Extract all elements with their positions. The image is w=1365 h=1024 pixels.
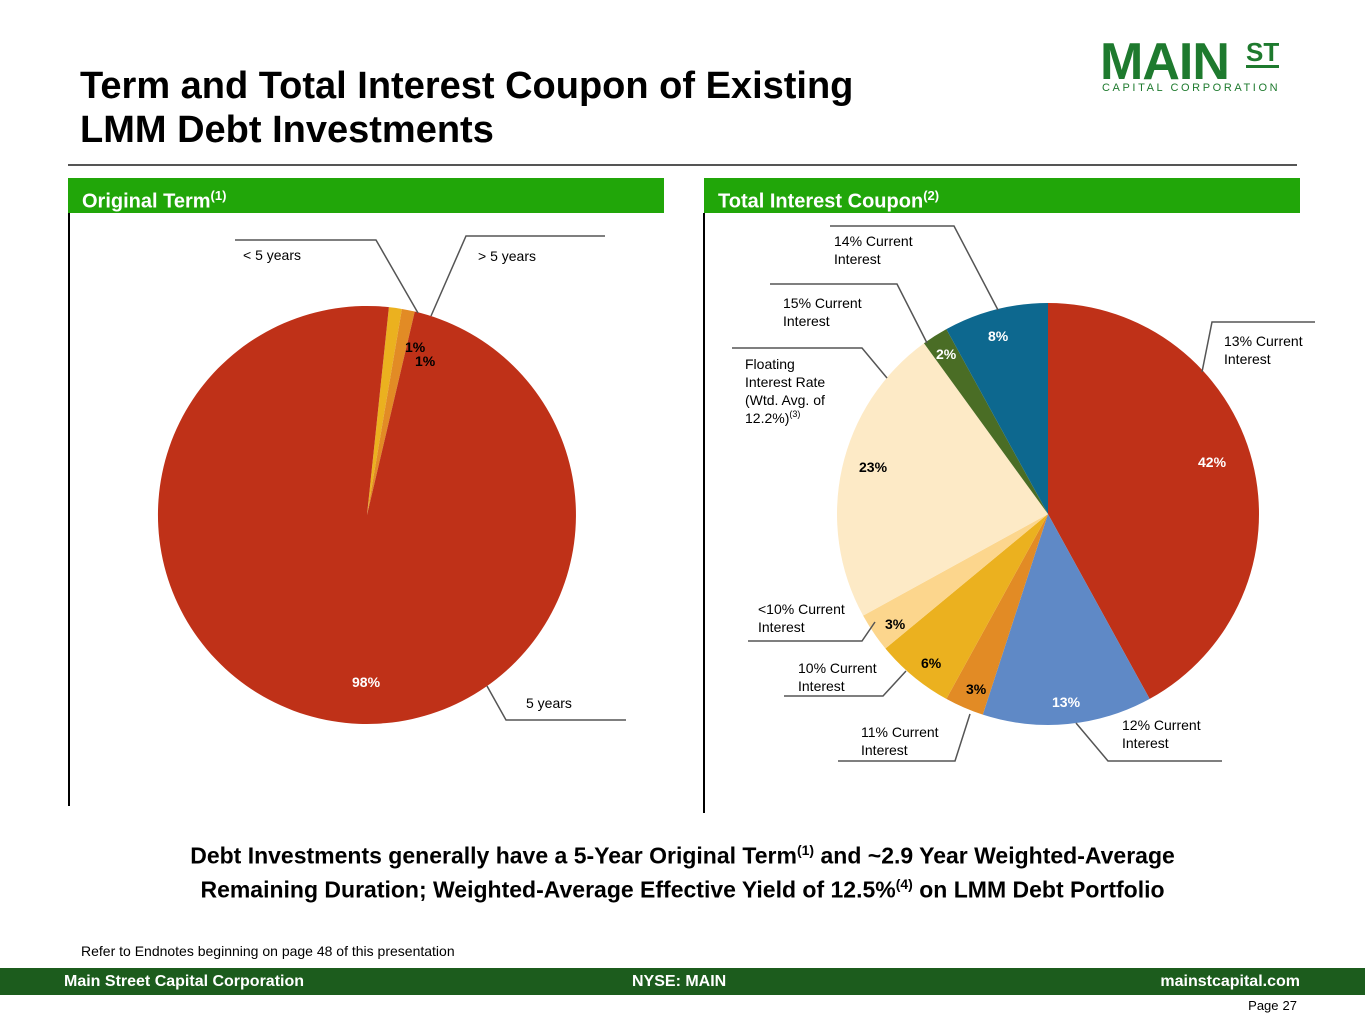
label-lt5: < 5 years <box>243 247 301 263</box>
leader-eq5 <box>486 685 626 721</box>
page-label: Page <box>1248 998 1279 1013</box>
interest-coupon-slice-2 <box>946 514 1048 715</box>
footer-ticker: NYSE: MAIN <box>632 973 727 990</box>
data-label-c12: 13% <box>1052 694 1081 710</box>
label-floating: Floating Interest Rate (Wtd. Avg. of 12.… <box>745 356 829 426</box>
label-clt10: <10% Current Interest <box>758 601 849 635</box>
original-term-slice-1 <box>367 308 415 515</box>
label-c12: 12% Current Interest <box>1122 717 1204 751</box>
label-eq5: 5 years <box>526 695 572 711</box>
interest-coupon-slice-1 <box>982 514 1150 725</box>
data-label-floating: 23% <box>859 459 888 475</box>
leader-c13 <box>1201 321 1315 373</box>
interest-coupon-slice-5 <box>837 343 1048 616</box>
leader-c14 <box>830 225 999 311</box>
leader-c15 <box>770 283 928 344</box>
label-c11: 11% Current Interest <box>861 724 942 758</box>
label-c14: 14% Current Interest <box>834 233 916 267</box>
interest-coupon-slice-0 <box>1048 303 1259 699</box>
interest-coupon-footnote: (2) <box>923 188 940 203</box>
label-gt5: > 5 years <box>478 248 536 264</box>
data-label-c14: 8% <box>988 328 1009 344</box>
page-number: Page 27 <box>1244 998 1297 1013</box>
interest-coupon-title: Total Interest Coupon <box>718 190 924 213</box>
original-term-category-labels: < 5 years > 5 years 5 years <box>243 247 572 711</box>
data-label-eq5: 98% <box>352 674 381 690</box>
original-term-pie <box>157 305 576 724</box>
footer-bar: Main Street Capital Corporation NYSE: MA… <box>0 968 1365 995</box>
company-logo: MAIN ST CAPITAL CORPORATION <box>1100 36 1280 96</box>
label-c13: 13% Current Interest <box>1224 333 1306 367</box>
interest-coupon-category-labels: 13% Current Interest 12% Current Interes… <box>745 233 1306 758</box>
data-label-c11: 3% <box>966 681 987 697</box>
leader-lt5 <box>235 239 419 314</box>
label-c15: 15% Current Interest <box>783 295 865 329</box>
page-title: Term and Total Interest Coupon of Existi… <box>80 64 980 152</box>
leader-gt5 <box>430 235 605 317</box>
page-title-line2: LMM Debt Investments <box>80 109 494 151</box>
title-divider <box>68 164 1297 166</box>
page-number-value: 27 <box>1282 998 1297 1013</box>
data-label-c13: 42% <box>1198 454 1227 470</box>
label-c10: 10% Current Interest <box>798 660 880 694</box>
right-panel-border <box>703 213 705 813</box>
page-title-line1: Term and Total Interest Coupon of Existi… <box>80 65 854 107</box>
data-label-lt5: 1% <box>405 339 426 355</box>
leader-floating <box>732 347 888 379</box>
logo-main-text: MAIN <box>1100 33 1230 91</box>
interest-coupon-slice-4 <box>863 514 1048 649</box>
original-term-title: Original Term <box>82 190 211 213</box>
summary-line2: Remaining Duration; Weighted-Average Eff… <box>200 875 1165 903</box>
logo-subtitle: CAPITAL CORPORATION <box>1102 82 1281 94</box>
endnote-reference: Refer to Endnotes beginning on page 48 o… <box>81 943 455 959</box>
data-label-c10: 6% <box>921 655 942 671</box>
interest-coupon-slice-3 <box>885 514 1048 699</box>
leader-c11 <box>838 713 971 762</box>
logo-st-text: ST <box>1246 37 1280 68</box>
interest-coupon-slice-6 <box>923 329 1048 514</box>
original-term-leaders <box>235 235 626 721</box>
original-term-footnote: (1) <box>210 188 227 203</box>
original-term-header: Original Term(1) <box>68 178 664 213</box>
original-term-data-labels: 1% 1% 98% <box>352 339 436 690</box>
leader-clt10 <box>748 621 876 642</box>
data-label-gt5: 1% <box>415 353 436 369</box>
original-term-slice-0 <box>367 307 402 515</box>
footer-website[interactable]: mainstcapital.com <box>1160 973 1300 990</box>
leader-c10 <box>784 670 907 697</box>
left-panel-border <box>68 213 70 806</box>
data-label-clt10: 3% <box>885 616 906 632</box>
summary-statement: Debt Investments generally have a 5-Year… <box>80 836 1285 903</box>
footer-company: Main Street Capital Corporation <box>64 973 305 990</box>
interest-coupon-leaders <box>732 225 1315 762</box>
original-term-slice-2 <box>157 305 576 724</box>
interest-coupon-data-labels: 42% 13% 3% 6% 3% 23% 2% 8% <box>859 328 1227 710</box>
leader-c12 <box>1075 722 1222 762</box>
summary-line1: Debt Investments generally have a 5-Year… <box>190 842 1175 869</box>
data-label-c15: 2% <box>936 346 957 362</box>
interest-coupon-header: Total Interest Coupon(2) <box>704 178 1300 213</box>
interest-coupon-slice-7 <box>946 303 1048 514</box>
interest-coupon-pie <box>837 303 1259 725</box>
